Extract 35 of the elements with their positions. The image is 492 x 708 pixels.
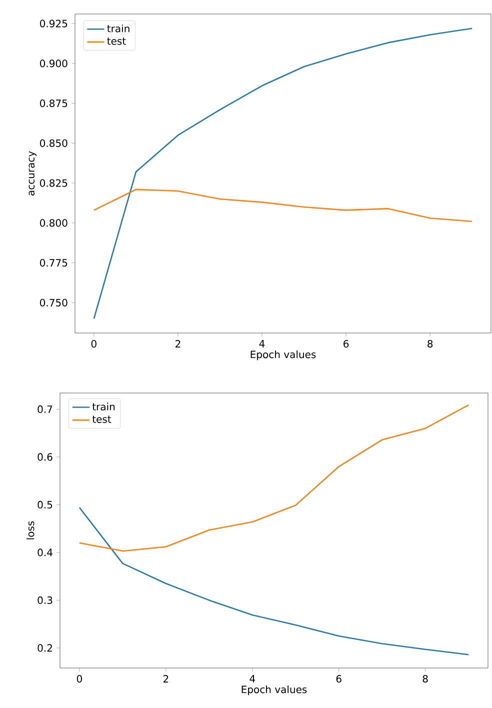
legend-label: test xyxy=(107,38,126,45)
x-axis-title: Epoch values xyxy=(242,685,307,696)
x-tick-label: 8 xyxy=(428,340,433,348)
x-tick-label: 0 xyxy=(91,340,96,348)
y-tick-label: 0.925 xyxy=(40,20,68,28)
x-tick-label: 4 xyxy=(250,675,256,682)
y-tick-label: 0.5 xyxy=(38,500,52,508)
y-tick-label: 0.875 xyxy=(40,100,68,108)
x-axis-title: Epoch values xyxy=(250,350,316,360)
x-tick-label: 2 xyxy=(176,340,180,348)
y-tick-label: 0.800 xyxy=(40,219,68,227)
legend-label: test xyxy=(92,416,112,423)
y-tick-label: 0.750 xyxy=(40,298,68,306)
x-tick-label: 4 xyxy=(259,340,265,348)
legend-label: train xyxy=(92,402,115,410)
line-series xyxy=(78,506,470,656)
x-tick-label: 2 xyxy=(163,675,168,682)
y-tick-label: 0.3 xyxy=(38,596,52,604)
y-tick-label: 0.825 xyxy=(40,179,68,187)
x-tick-label: 6 xyxy=(336,675,342,683)
y-axis-title: accuracy xyxy=(28,151,36,196)
legend-label: train xyxy=(107,24,130,32)
x-tick-label: 0 xyxy=(76,675,82,683)
line-series xyxy=(93,188,473,222)
y-axis-title: loss xyxy=(26,521,34,540)
y-tick-label: 0.6 xyxy=(38,453,52,461)
x-tick-label: 6 xyxy=(344,340,349,348)
y-tick-label: 0.7 xyxy=(38,405,52,414)
y-tick-label: 0.2 xyxy=(38,644,52,652)
y-tick-label: 0.900 xyxy=(40,60,68,68)
x-tick-label: 8 xyxy=(422,675,428,683)
y-tick-label: 0.850 xyxy=(40,139,68,147)
line-series xyxy=(78,404,470,552)
y-tick-label: 0.4 xyxy=(38,548,52,556)
y-tick-label: 0.775 xyxy=(40,259,68,267)
